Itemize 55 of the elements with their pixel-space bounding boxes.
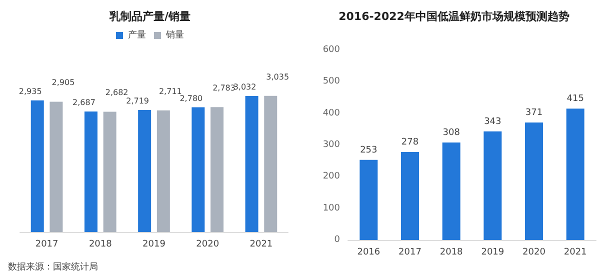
bar [484, 131, 502, 240]
x-tick-label: 2021 [250, 240, 273, 250]
bar [156, 110, 170, 232]
bar [210, 107, 224, 232]
bar [30, 100, 44, 232]
bar [192, 107, 205, 232]
bar [264, 96, 278, 232]
data-label: 2,783 [212, 84, 236, 93]
chart-title: 乳制品产量/销量 [108, 10, 191, 23]
y-tick-label: 200 [322, 172, 340, 182]
x-tick-label: 2019 [142, 240, 166, 250]
data-label: 278 [401, 137, 419, 148]
bar [84, 111, 98, 232]
x-tick-label: 2021 [564, 248, 587, 258]
data-label: 2,780 [180, 94, 203, 103]
legend-label: 产量 [128, 30, 146, 40]
data-label: 253 [360, 145, 378, 156]
data-label: 343 [484, 116, 502, 127]
data-label: 2,905 [52, 78, 75, 88]
data-label: 2,935 [18, 86, 42, 96]
bar [245, 96, 258, 232]
y-tick-label: 500 [322, 76, 340, 87]
source-note: 数据来源：国家统计局 [8, 262, 98, 272]
data-label: 2,687 [72, 98, 96, 107]
data-label: 308 [442, 128, 460, 138]
bar [50, 102, 63, 232]
data-label: 415 [566, 94, 584, 104]
bar [442, 142, 460, 240]
data-label: 3,035 [266, 72, 290, 82]
x-tick-label: 2019 [481, 248, 504, 258]
data-label: 3,032 [233, 82, 256, 92]
x-tick-label: 2020 [196, 240, 220, 250]
y-tick-label: 600 [322, 45, 340, 55]
y-tick-label: 100 [322, 203, 340, 214]
x-tick-label: 2018 [440, 248, 464, 258]
chart-title: 2016-2022年中国低温鲜奶市场规模预测趋势 [338, 10, 570, 23]
y-tick-label: 400 [322, 108, 340, 118]
x-tick-label: 2018 [88, 240, 112, 250]
x-tick-label: 2017 [35, 240, 58, 250]
data-label: 371 [525, 108, 543, 118]
data-label: 2,682 [105, 88, 128, 98]
bar [401, 152, 419, 240]
bar [525, 122, 543, 240]
data-label: 2,719 [126, 96, 150, 106]
x-tick-label: 2017 [398, 248, 422, 258]
x-tick-label: 2016 [357, 248, 380, 258]
bar [566, 108, 584, 240]
bar [360, 160, 378, 240]
bar [103, 112, 116, 232]
y-tick-label: 300 [322, 140, 340, 150]
legend-label: 销量 [165, 30, 184, 40]
bar [138, 110, 152, 232]
y-tick-label: 0 [334, 235, 340, 245]
x-tick-label: 2020 [522, 248, 546, 258]
data-label: 2,711 [158, 86, 182, 96]
